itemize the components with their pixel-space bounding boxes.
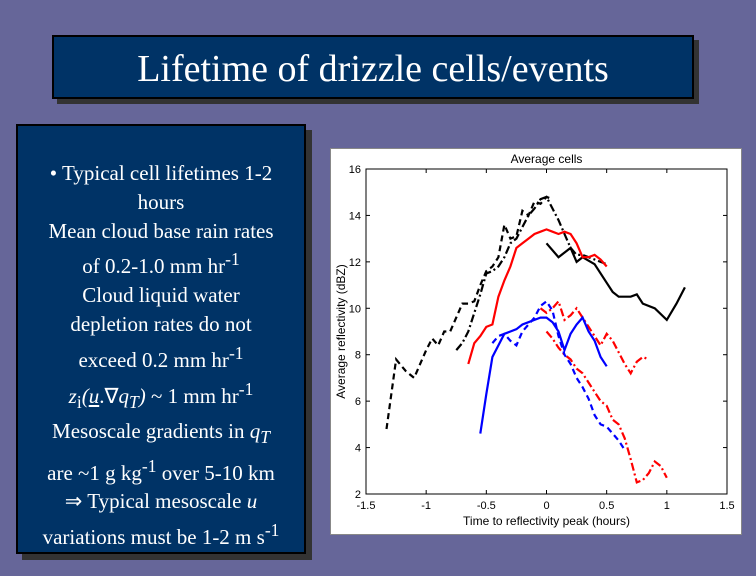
x-tick-label: 0	[543, 500, 549, 512]
symbol-q: q	[118, 383, 130, 408]
y-tick-label: 6	[355, 396, 361, 408]
symbol-u: u	[88, 383, 100, 408]
series-line	[455, 195, 608, 351]
variation-text: variations must be 1-2 m s	[42, 525, 265, 550]
rain-rate-text: of 0.2-1.0 mm hr	[82, 254, 226, 279]
gradient-value-text: are ~1 g kg	[47, 460, 142, 485]
y-tick-label: 2	[355, 489, 361, 501]
subscript-T: T	[129, 391, 139, 412]
bullet-line-12: variations must be 1-2 m s-1	[18, 516, 304, 552]
bullet-line-3: Mean cloud base rain rates	[48, 218, 274, 243]
x-tick-label: -0.5	[477, 500, 496, 512]
distance-text: over 5-10 km	[156, 460, 275, 485]
bullet-line-10: are ~1 g kg-1 over 5-10 km	[18, 452, 304, 488]
symbol-u: u	[246, 489, 258, 514]
paren-close: )	[138, 383, 146, 408]
y-tick-label: 12	[349, 257, 361, 269]
series-line	[539, 299, 650, 376]
bullet-line-9: Mesoscale gradients in qT	[18, 417, 304, 452]
series-line	[545, 330, 668, 484]
bullet-line-11: ⇒ Typical mesoscale u	[18, 487, 304, 516]
y-tick-label: 16	[349, 164, 361, 176]
unit-exponent: -1	[238, 378, 254, 399]
series-line	[467, 228, 608, 365]
series-line	[479, 315, 608, 434]
chart-title: Average cells	[511, 152, 583, 166]
y-tick-label: 14	[349, 210, 361, 222]
flux-rate-text: ~ 1 mm hr	[145, 383, 239, 408]
reflectivity-chart: -1.5 -1 -0.5 0 0.5 1 1.5 2 4 6 8 10 12 14 16 Average ce…	[334, 152, 735, 528]
paren-open: (	[81, 383, 89, 408]
nabla-symbol: ∇	[104, 383, 119, 408]
y-tick-label: 10	[349, 303, 361, 315]
series-line	[491, 299, 626, 451]
bullet-line-8: zi(u.∇qT) ~ 1 mm hr-1	[18, 375, 304, 417]
subscript-T: T	[260, 426, 270, 447]
bullet-line-1: • Typical cell lifetimes 1-2	[49, 161, 273, 185]
x-tick-label: 1	[664, 500, 670, 512]
y-axis-label: Average reflectivity (dBZ)	[334, 264, 348, 399]
unit-exponent: -1	[225, 249, 240, 270]
bullet-line-6: depletion rates do not	[70, 311, 252, 336]
slide-title: Lifetime of drizzle cells/events	[52, 35, 694, 99]
bullet-line-4: of 0.2-1.0 mm hr-1	[18, 245, 304, 281]
chart-panel: -1.5 -1 -0.5 0 0.5 1 1.5 2 4 6 8 10 12 14 16 Average ce…	[330, 148, 742, 535]
bullet-line-2: hours	[137, 189, 185, 214]
series-line	[545, 242, 686, 322]
symbol-q: q	[249, 418, 261, 443]
unit-exponent: -1	[264, 520, 280, 541]
dot-symbol: .	[99, 383, 105, 408]
conclusion-text: ⇒ Typical mesoscale	[64, 489, 247, 514]
gradient-text: Mesoscale gradients in	[52, 418, 250, 443]
symbol-z: z	[68, 383, 77, 408]
series-line	[385, 195, 553, 430]
depletion-rate-text: exceed 0.2 mm hr	[78, 347, 229, 372]
x-tick-label: -1.5	[357, 500, 376, 512]
bullet-line-5: Cloud liquid water	[82, 283, 240, 308]
unit-exponent: -1	[141, 455, 157, 476]
x-tick-label: 1.5	[719, 500, 734, 512]
x-tick-label: -1	[421, 500, 431, 512]
subscript-i: i	[76, 391, 82, 412]
unit-exponent: -1	[228, 342, 244, 363]
x-axis-label: Time to reflectivity peak (hours)	[463, 514, 630, 528]
bullet-text-panel: • Typical cell lifetimes 1-2 hours Mean …	[16, 124, 306, 554]
x-tick-label: 0.5	[599, 500, 614, 512]
y-tick-label: 8	[355, 350, 361, 362]
y-tick-label: 4	[355, 443, 361, 455]
bullet-line-7: exceed 0.2 mm hr-1	[18, 339, 304, 375]
